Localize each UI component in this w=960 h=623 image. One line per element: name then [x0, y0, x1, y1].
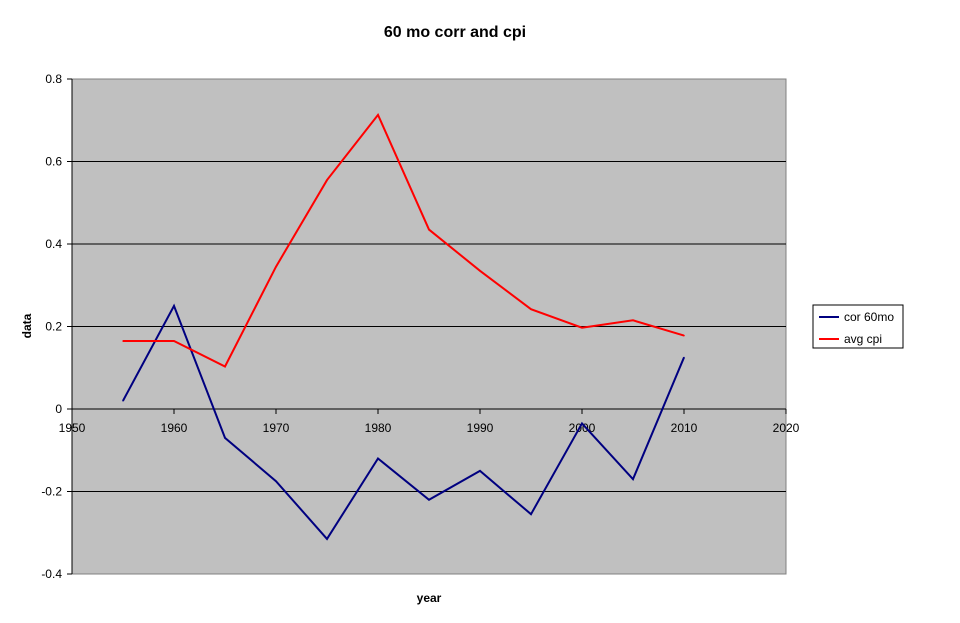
x-tick-label-6: 2010 [671, 421, 698, 435]
series-lines [122, 112, 685, 541]
data-point-cor-60mo-7 [479, 470, 481, 472]
series-line-cor-60mo [122, 303, 685, 541]
data-point-cor-60mo-4 [326, 538, 328, 540]
data-point-avg-cpi-3 [275, 265, 277, 268]
x-tick-label-4: 1990 [467, 421, 494, 435]
data-point-cor-60mo-2 [224, 437, 226, 439]
data-point-cor-60mo-8 [530, 513, 532, 515]
data-point-avg-cpi-6 [428, 228, 430, 231]
data-point-cor-60mo-9 [581, 422, 583, 425]
y-tick-label-1: -0.2 [41, 485, 62, 499]
x-tick-label-2: 1970 [263, 421, 290, 435]
data-point-avg-cpi-8 [530, 308, 532, 310]
legend-label-avg-cpi: avg cpi [844, 332, 882, 346]
y-tick-label-6: 0.8 [45, 72, 62, 86]
y-tick-label-2: 0 [55, 402, 62, 416]
tick-labels: -0.4 -0.2 0 0.2 0.4 0.6 0.8 1950 1960 1970 1980 199… [41, 72, 799, 581]
legend-label-cor-60mo: cor 60mo [844, 310, 894, 324]
series-line-avg-cpi [123, 112, 685, 368]
data-point-cor-60mo-10 [632, 478, 634, 480]
data-point-avg-cpi-5 [377, 114, 379, 116]
x-tick-label-3: 1980 [365, 421, 392, 435]
y-tick-label-4: 0.4 [45, 237, 62, 251]
x-tick-label-1: 1960 [161, 421, 188, 435]
data-point-cor-60mo-6 [428, 499, 430, 501]
data-point-avg-cpi-1 [173, 340, 175, 342]
data-point-cor-60mo-3 [275, 480, 277, 482]
legend-box [812, 304, 904, 349]
data-point-avg-cpi-10 [632, 319, 634, 322]
x-axis-label: year [417, 591, 442, 605]
y-axis-label: data [20, 313, 34, 338]
data-point-cor-60mo-0 [122, 400, 124, 402]
y-tick-label-0: -0.4 [41, 567, 62, 581]
data-point-cor-60mo-1 [173, 305, 175, 307]
x-tick-label-0: 1950 [59, 421, 86, 435]
data-point-avg-cpi-9 [581, 326, 583, 329]
data-point-avg-cpi-0 [122, 340, 124, 342]
data-point-avg-cpi-11 [683, 334, 685, 337]
legend-items: cor 60mo avg cpi [819, 310, 894, 346]
chart-title: 60 mo corr and cpi [384, 24, 526, 41]
y-tick-label-5: 0.6 [45, 155, 62, 169]
axes [67, 78, 787, 575]
data-point-cor-60mo-5 [377, 457, 379, 460]
data-point-cor-60mo-11 [683, 356, 685, 359]
data-point-avg-cpi-2 [224, 365, 226, 368]
x-tick-label-7: 2020 [773, 421, 800, 435]
y-tick-label-3: 0.2 [45, 320, 62, 334]
data-point-avg-cpi-7 [479, 270, 481, 272]
data-point-avg-cpi-4 [326, 179, 328, 181]
legend: cor 60mo avg cpi [812, 304, 904, 349]
